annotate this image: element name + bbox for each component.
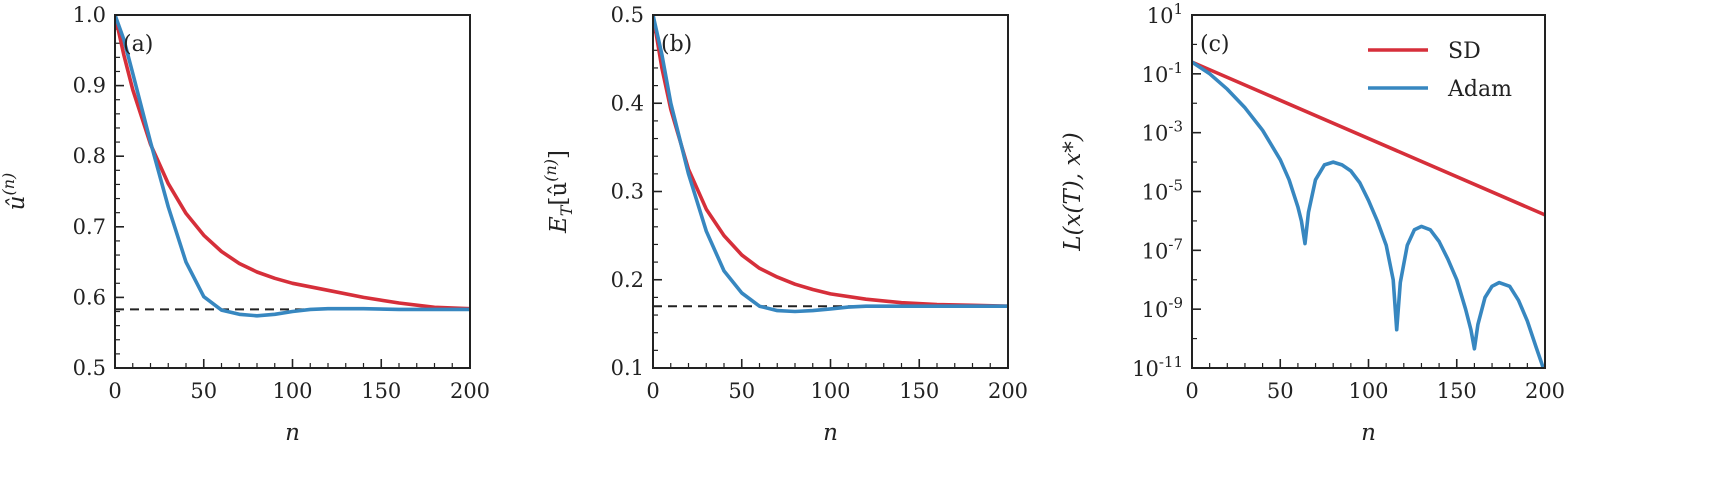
y-tick-label: 0.5: [73, 356, 106, 380]
y-tick-label: 0.2: [611, 268, 644, 292]
series-line-adam: [1192, 60, 1545, 368]
x-tick-label: 150: [899, 379, 939, 403]
x-axis-label: n: [285, 420, 300, 446]
x-tick-label: 150: [1437, 379, 1477, 403]
panel-b: 0 50 100 150 200 0.1 0.2 0.3 0.4 0.5 (b) n ET[û(n)]: [541, 3, 1028, 446]
legend-label-sd: SD: [1448, 39, 1481, 64]
y-tick-label: 10-11: [1132, 353, 1183, 381]
x-tick-label: 100: [810, 379, 850, 403]
x-tick-label: 0: [646, 379, 659, 403]
series-line-sd: [1192, 60, 1545, 217]
y-tick-label: 0.1: [611, 356, 644, 380]
panel-label: (a): [123, 32, 153, 57]
y-tick-label: 0.7: [73, 215, 106, 239]
panel-c: 0 50 100 150 200 101 10-1 10-3 10-5 10-7 10-9 10-11…: [1060, 0, 1565, 446]
x-tick-label: 50: [728, 379, 755, 403]
series-line-adam: [115, 15, 470, 318]
y-tick-label: 0.5: [611, 3, 644, 27]
y-tick-label: 10-1: [1142, 59, 1183, 87]
y-tick-label: 0.8: [73, 144, 106, 168]
y-tick-label: 0.9: [73, 74, 106, 98]
y-tick-label: 10-9: [1142, 294, 1183, 322]
y-tick-label: 0.4: [611, 91, 644, 115]
x-tick-label: 150: [361, 379, 401, 403]
axes-frame: [652, 14, 1009, 369]
x-axis-label: n: [823, 420, 838, 446]
x-tick-label: 200: [450, 379, 490, 403]
panel-label: (b): [661, 32, 692, 57]
y-tick-label: 10-3: [1142, 118, 1183, 146]
y-tick-label: 1.0: [73, 3, 106, 27]
y-tick-label: 0.3: [611, 180, 644, 204]
x-tick-label: 100: [1348, 379, 1388, 403]
x-tick-label: 50: [1267, 379, 1294, 403]
x-tick-label: 0: [1185, 379, 1198, 403]
panel-a: 0 50 100 150 200 0.5 0.6 0.7 0.8 0.9 1.0 (a) n û(n): [0, 3, 490, 446]
axes-frame: [114, 14, 471, 369]
x-tick-label: 50: [190, 379, 217, 403]
x-tick-label: 0: [108, 379, 121, 403]
y-tick-label: 101: [1147, 0, 1183, 28]
x-axis-label: n: [1361, 420, 1376, 446]
y-tick-label: 0.6: [73, 285, 106, 309]
y-tick-label: 10-5: [1142, 177, 1183, 205]
series-line-sd: [653, 15, 1008, 308]
y-tick-label: 10-7: [1142, 235, 1183, 263]
series-line-sd: [115, 15, 470, 311]
x-tick-label: 200: [1525, 379, 1565, 403]
panel-label: (c): [1200, 32, 1230, 57]
legend: SD Adam: [1368, 39, 1512, 102]
legend-label-adam: Adam: [1447, 77, 1512, 102]
x-tick-label: 200: [988, 379, 1028, 403]
y-axis-label: L(x(T), x*): [1060, 132, 1086, 252]
x-tick-label: 100: [272, 379, 312, 403]
axes-frame: [1191, 14, 1546, 369]
series-line-adam: [653, 15, 1008, 314]
y-axis-label: û(n): [0, 173, 30, 211]
y-axis-label: ET[û(n)]: [541, 150, 576, 234]
